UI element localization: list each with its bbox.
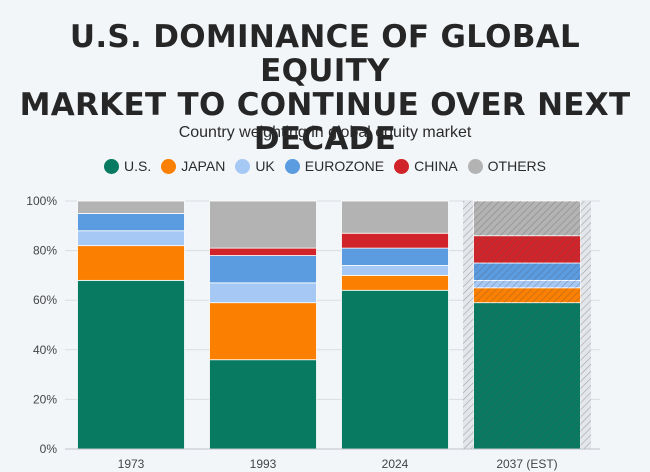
legend-swatch-eurozone: [284, 158, 300, 174]
y-tick-label: 20%: [33, 392, 57, 406]
bar-hatch-japan-2037-est: [473, 287, 581, 303]
bar-segment-uk-1973: [77, 230, 185, 247]
legend-item-eurozone: EUROZONE: [284, 158, 385, 174]
y-tick-label: 100%: [26, 194, 57, 208]
legend-label-others: OTHERS: [487, 158, 547, 174]
legend-item-china: CHINA: [394, 158, 458, 174]
x-tick-label: 2024: [382, 457, 409, 471]
chart-title: U.S. DOMINANCE OF GLOBAL EQUITY MARKET T…: [0, 20, 650, 156]
bar-hatch-others-2037-est: [473, 201, 581, 236]
bar-segment-eurozone-1993: [209, 255, 317, 284]
bar-segment-others-1973: [77, 200, 185, 214]
y-tick-label: 60%: [33, 293, 57, 307]
bar-segment-china-1993: [209, 247, 317, 256]
legend-swatch-japan: [161, 158, 177, 174]
y-tick-label: 0%: [40, 442, 58, 456]
legend-item-others: OTHERS: [467, 158, 547, 174]
chart-legend: U.S. JAPAN UK EUROZONE CHINA OTHERS: [0, 158, 650, 174]
bar-segment-uk-2024: [341, 265, 449, 276]
legend-label-u-s: U.S.: [123, 158, 152, 174]
y-tick-label: 80%: [33, 244, 57, 258]
bar-hatch-eurozone-2037-est: [473, 263, 581, 281]
legend-item-uk: UK: [235, 158, 275, 174]
bar-hatch-u-s-2037-est: [473, 302, 581, 449]
bar-hatch-china-2037-est: [473, 235, 581, 263]
legend-label-china: CHINA: [414, 158, 458, 174]
title-line-2: MARKET TO CONTINUE OVER NEXT: [19, 87, 631, 123]
legend-label-eurozone: EUROZONE: [304, 158, 385, 174]
bar-segment-japan-1993: [209, 302, 317, 361]
legend-item-u-s: U.S.: [103, 158, 152, 174]
bar-segment-japan-2024: [341, 274, 449, 291]
bar-segment-u-s-1993: [209, 359, 317, 450]
title-line-1: U.S. DOMINANCE OF GLOBAL EQUITY: [69, 19, 581, 89]
bar-hatch-uk-2037-est: [473, 280, 581, 288]
bar-segment-japan-1973: [77, 245, 185, 281]
legend-swatch-uk: [235, 158, 251, 174]
legend-label-uk: UK: [255, 158, 275, 174]
bar-segment-uk-1993: [209, 282, 317, 304]
legend-item-japan: JAPAN: [161, 158, 225, 174]
legend-swatch-others: [467, 158, 483, 174]
x-tick-label: 1993: [250, 457, 277, 471]
legend-swatch-u-s: [103, 158, 119, 174]
chart-subtitle: Country weighting in global equity marke…: [178, 124, 472, 141]
bars: [77, 200, 591, 450]
y-tick-label: 40%: [33, 343, 57, 357]
legend-swatch-china: [394, 158, 410, 174]
bar-segment-others-2024: [341, 200, 449, 234]
bar-segment-u-s-2024: [341, 289, 449, 450]
bar-segment-others-1993: [209, 200, 317, 249]
bar-segment-eurozone-2024: [341, 247, 449, 266]
axes: 0% 20% 40% 60% 80% 100% 1973 1993 2024 2037 (EST): [26, 194, 600, 471]
x-tick-label: 2037 (EST): [496, 457, 557, 471]
legend-label-japan: JAPAN: [181, 158, 226, 174]
title-line-3: DECADE: [253, 121, 397, 157]
bar-segment-u-s-1973: [77, 279, 185, 450]
x-tick-label: 1973: [118, 457, 145, 471]
bar-segment-china-2024: [341, 232, 449, 249]
bar-segment-eurozone-1973: [77, 212, 185, 232]
